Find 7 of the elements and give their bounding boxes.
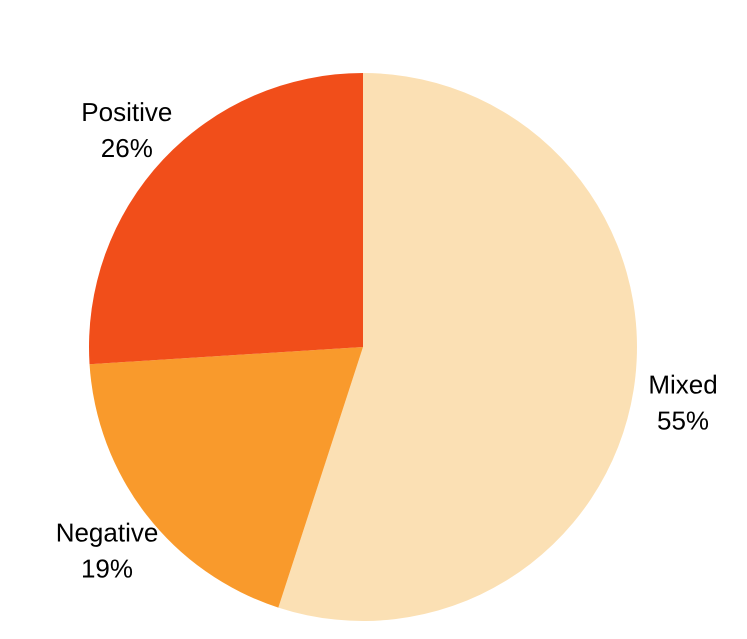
data-label: 19% <box>80 554 134 584</box>
pie-slice <box>278 73 637 621</box>
data-label: 26% <box>100 133 153 164</box>
slice-label: Positive <box>81 97 172 128</box>
slice-label: Negative <box>56 518 158 548</box>
data-label: 55% <box>656 406 710 436</box>
slice-label: Mixed <box>648 370 718 400</box>
